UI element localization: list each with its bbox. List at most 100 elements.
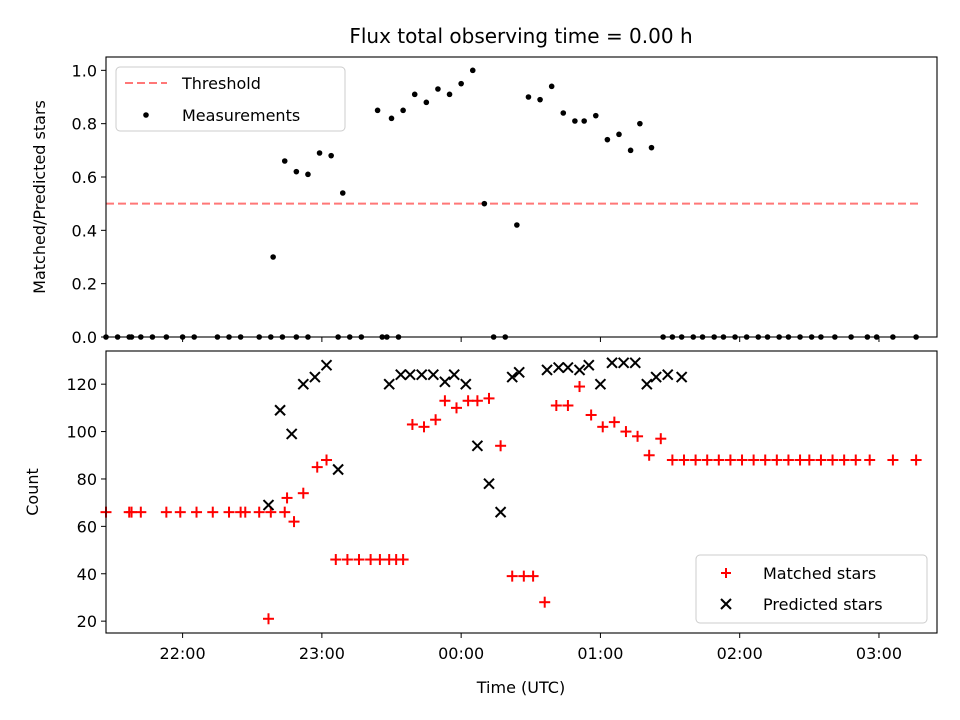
predicted-star-point [297, 378, 310, 390]
matched-star-point [608, 416, 620, 428]
legend-predicted-marker [720, 598, 732, 610]
matched-star-point [690, 454, 702, 466]
matched-star-point [330, 554, 342, 566]
matched-star-point [418, 421, 430, 433]
ratio-y-tick-label: 0.8 [72, 115, 97, 134]
measurement-point [316, 150, 323, 156]
predicted-star-point [573, 364, 586, 376]
matched-star-point [471, 395, 483, 407]
predicted-star-point [383, 378, 395, 390]
matched-star-point [374, 554, 386, 566]
predicted-star-point [650, 371, 662, 383]
matched-star-point [910, 454, 922, 466]
matched-star-point [518, 570, 530, 582]
matched-star-point [297, 487, 309, 499]
measurement-point [537, 96, 543, 103]
x-tick-label: 23:00 [299, 644, 345, 663]
predicted-star-point [583, 359, 595, 371]
matched-star-point [597, 421, 609, 433]
measurement-point [548, 83, 555, 90]
matched-star-point [365, 554, 377, 566]
matched-star-point [174, 506, 186, 518]
x-tick-label: 03:00 [856, 644, 902, 663]
x-tick-label: 01:00 [577, 644, 623, 663]
ratio-y-tick-label: 0.6 [72, 168, 97, 187]
predicted-star-point [675, 371, 688, 383]
matched-star-point [207, 506, 219, 518]
count-panel-marks [100, 357, 922, 625]
count-y-axis-label: Count [23, 468, 42, 516]
measurement-point [627, 147, 634, 154]
predicted-star-point [541, 364, 553, 376]
measurement-point [328, 152, 334, 159]
matched-star-point [341, 554, 353, 566]
matched-star-point [574, 381, 586, 393]
predicted-star-point [274, 404, 286, 416]
measurement-point [604, 136, 611, 143]
measurement-point [572, 118, 578, 124]
measurement-point [293, 168, 300, 175]
predicted-star-point [562, 361, 574, 374]
predicted-star-point [332, 463, 344, 476]
measurement-point [592, 112, 599, 119]
matched-star-point [827, 454, 839, 466]
measurement-point [411, 91, 418, 98]
ratio-panel: 0.0 0.2 0.4 0.6 0.8 1.0 Matched/Predicted sta… [30, 56, 938, 347]
predicted-star-point [427, 368, 440, 381]
matched-star-point [439, 395, 451, 407]
measurement-point [270, 254, 276, 260]
legend-matched-marker [721, 568, 731, 578]
measurement-point [469, 67, 476, 74]
matched-star-point [462, 395, 474, 407]
ratio-legend: Threshold Measurements [115, 66, 346, 132]
matched-star-point [666, 454, 678, 466]
ratio-panel-axes: 0.0 0.2 0.4 0.6 0.8 1.0 [72, 61, 880, 347]
predicted-star-point [662, 368, 674, 381]
count-panel-axes: 20 40 60 80 100 120 22:00 23:00 00:00 01:00 02:00 0… [66, 375, 902, 663]
matched-star-point [887, 454, 899, 466]
matched-star-point [794, 454, 806, 466]
x-tick-label: 00:00 [438, 644, 484, 663]
measurement-point [514, 222, 520, 228]
predicted-star-point [460, 378, 472, 390]
ratio-y-axis-label: Matched/Predicted stars [30, 100, 49, 294]
measurement-point [400, 107, 406, 114]
matched-star-point [262, 613, 274, 625]
legend-predicted-label: Predicted stars [763, 595, 883, 614]
matched-star-point [279, 506, 291, 518]
matched-star-point [864, 454, 876, 466]
predicted-star-point [395, 368, 407, 381]
matched-star-point [397, 554, 409, 566]
matched-star-point [527, 570, 539, 582]
matched-star-point [782, 454, 794, 466]
matched-star-point [632, 430, 644, 442]
predicted-star-point [404, 368, 416, 381]
predicted-star-point [285, 428, 298, 440]
matched-star-point [311, 461, 323, 473]
measurement-point [388, 115, 395, 122]
matched-star-point [281, 492, 293, 504]
predicted-star-point [506, 371, 518, 383]
measurement-point [446, 91, 453, 98]
matched-star-point [451, 402, 463, 414]
measurement-point [458, 80, 464, 87]
matched-star-point [430, 414, 442, 426]
predicted-star-point [617, 357, 630, 369]
matched-star-point [406, 418, 418, 430]
count-y-tick-label: 40 [77, 565, 97, 584]
chart-title: Flux total observing time = 0.00 h [349, 24, 692, 48]
matched-star-point [135, 506, 147, 518]
predicted-star-point [483, 477, 495, 490]
predicted-star-point [494, 506, 507, 518]
measurement-point [339, 190, 346, 196]
matched-star-point [655, 433, 667, 445]
predicted-star-point [415, 368, 428, 381]
matched-star-point [678, 454, 690, 466]
measurement-point [581, 118, 587, 124]
matched-star-point [253, 506, 265, 518]
measurement-point [616, 131, 622, 138]
matched-star-point [585, 409, 597, 421]
matched-star-point [815, 454, 827, 466]
matched-star-point [353, 554, 365, 566]
